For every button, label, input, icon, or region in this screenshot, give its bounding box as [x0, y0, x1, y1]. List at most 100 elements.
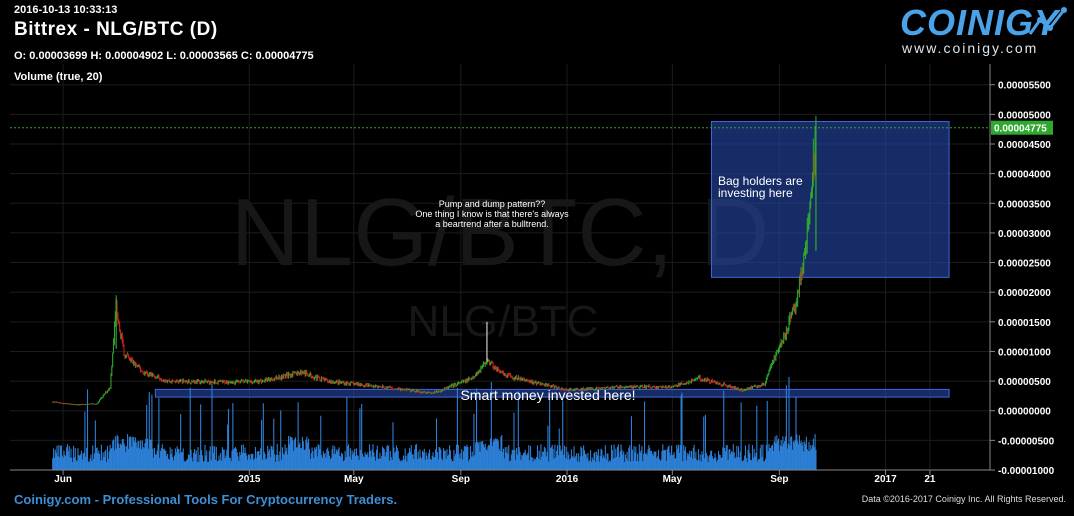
candle-body — [491, 362, 493, 363]
candle-body — [525, 379, 527, 381]
candle-body — [569, 388, 571, 391]
volume-bar — [582, 455, 584, 470]
volume-bar — [708, 456, 710, 470]
volume-bar — [455, 453, 457, 470]
candle-body — [345, 382, 347, 385]
chart-timestamp: 2016-10-13 10:33:13 — [14, 4, 118, 16]
volume-bar — [485, 448, 487, 470]
candle-body — [691, 380, 692, 383]
candle-body — [772, 361, 773, 365]
candle-body — [503, 372, 504, 376]
candle-body — [198, 380, 200, 381]
annotation-bag-holders: investing here — [718, 186, 793, 200]
candle-body — [814, 140, 816, 167]
volume-bar — [95, 448, 97, 470]
candle-body — [629, 386, 631, 388]
volume-bar — [228, 457, 230, 470]
volume-bar — [299, 442, 301, 470]
candle-body — [690, 381, 692, 383]
volume-bar — [117, 436, 119, 470]
candle-body — [235, 381, 236, 384]
candle-body — [291, 375, 293, 376]
x-tick-label: Sep — [770, 474, 788, 485]
candle-body — [789, 315, 791, 320]
candle-body — [616, 386, 618, 387]
volume-bar — [677, 448, 679, 470]
candle-body — [231, 382, 233, 384]
volume-bar — [744, 445, 747, 470]
volume-bar — [796, 434, 798, 470]
candle-body — [244, 380, 246, 382]
candle-body — [495, 366, 497, 368]
candle-body — [440, 390, 442, 392]
volume-bar — [274, 454, 276, 470]
candle-body — [118, 320, 120, 324]
volume-bar — [660, 459, 662, 470]
candle-body — [423, 392, 425, 393]
footer-tagline[interactable]: Coinigy.com - Professional Tools For Cry… — [14, 492, 398, 507]
volume-bar — [177, 448, 179, 470]
volume-bar — [238, 460, 240, 470]
candle-body — [755, 385, 757, 388]
volume-bar — [668, 445, 670, 470]
candle-body — [191, 381, 193, 384]
candle-body — [366, 384, 368, 386]
candle-body — [728, 385, 730, 387]
volume-bar — [481, 441, 483, 470]
candle-body — [72, 404, 74, 405]
candle-body — [317, 375, 319, 377]
volume-bar — [516, 454, 519, 470]
candle-body — [374, 386, 376, 388]
candle-body — [770, 366, 772, 369]
candle-body — [608, 387, 610, 389]
volume-bar — [179, 453, 181, 470]
volume-bar — [125, 451, 127, 470]
volume-bar — [623, 451, 625, 470]
candle-body — [719, 383, 721, 385]
candle-body — [675, 384, 677, 386]
candle-body — [205, 380, 207, 382]
candle-body — [607, 386, 609, 388]
annotation-box — [154, 388, 950, 398]
chart-title: Bittrex - NLG/BTC (D) — [14, 19, 218, 40]
volume-bar — [169, 447, 171, 470]
candle-body — [671, 386, 673, 388]
candle-body — [605, 387, 607, 388]
volume-bar — [813, 447, 815, 470]
y-tick-label: 0.00005500 — [998, 81, 1051, 92]
candle-body — [609, 387, 611, 389]
volume-bar — [142, 447, 144, 470]
candle-body — [73, 404, 74, 405]
candle-body — [615, 386, 617, 387]
candle-body — [272, 379, 274, 381]
candle-body — [290, 375, 292, 377]
candle-body — [171, 379, 173, 383]
volume-bar — [606, 453, 608, 470]
candle-body — [543, 383, 544, 385]
candle-body — [392, 388, 394, 390]
watermark-big: NLG/BTC, D — [231, 179, 770, 286]
volume-bar — [684, 446, 686, 470]
volume-bar — [520, 460, 522, 470]
volume-bar — [131, 446, 133, 470]
volume-bar — [298, 444, 300, 470]
candle-body — [493, 366, 495, 370]
candle-body — [686, 382, 688, 384]
watermark-small: NLG/BTC — [408, 297, 599, 346]
volume-bar — [745, 457, 747, 470]
volume-bar — [709, 454, 711, 470]
candle-body — [544, 383, 546, 386]
volume-bar — [415, 444, 418, 470]
candle-body — [289, 375, 291, 377]
volume-bar — [160, 448, 163, 470]
candle-body — [243, 381, 245, 383]
volume-bar — [450, 458, 452, 470]
volume-bar — [787, 443, 789, 470]
candle-body — [519, 379, 521, 381]
candle-body — [342, 382, 343, 383]
candle-body — [452, 384, 454, 387]
candle-body — [74, 404, 76, 406]
volume-bar — [273, 418, 275, 470]
volume-bar — [811, 445, 814, 470]
